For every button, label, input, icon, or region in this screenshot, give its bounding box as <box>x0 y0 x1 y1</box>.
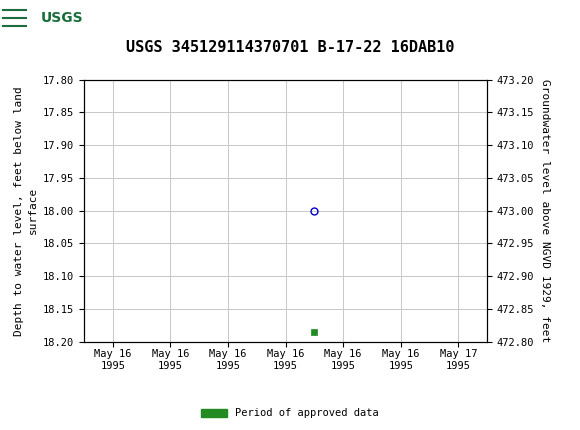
Y-axis label: Depth to water level, feet below land
surface: Depth to water level, feet below land su… <box>14 86 38 335</box>
Y-axis label: Groundwater level above NGVD 1929, feet: Groundwater level above NGVD 1929, feet <box>540 79 550 342</box>
Bar <box>0 0 67 37</box>
Text: USGS: USGS <box>41 11 83 25</box>
Legend: Period of approved data: Period of approved data <box>197 404 383 423</box>
Text: USGS 345129114370701 B-17-22 16DAB10: USGS 345129114370701 B-17-22 16DAB10 <box>126 40 454 55</box>
